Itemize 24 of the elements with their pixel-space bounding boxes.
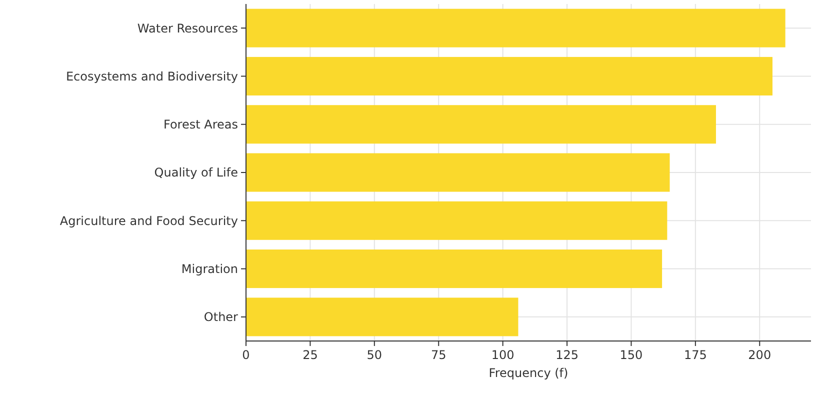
x-tick-label: 100 <box>491 348 514 362</box>
x-tick-label: 200 <box>748 348 772 362</box>
x-axis-title: Frequency (f) <box>488 366 568 380</box>
bar <box>246 201 668 240</box>
x-tick-label: 50 <box>366 348 382 362</box>
x-tick-label: 125 <box>556 348 578 362</box>
y-tick-label: Forest Areas <box>163 118 238 132</box>
y-tick-label: Water Resources <box>137 21 238 36</box>
y-tick-label: Agriculture and Food Security <box>60 214 238 228</box>
x-tick-label: 75 <box>430 348 446 362</box>
y-tick-label: Quality of Life <box>154 166 238 180</box>
x-tick-label: 25 <box>302 348 318 362</box>
bar <box>246 298 518 336</box>
y-tick-label: Ecosystems and Biodiversity <box>66 69 238 84</box>
y-tick-label: Migration <box>181 262 238 276</box>
x-tick-label: 175 <box>684 348 707 362</box>
y-tick-label: Other <box>204 310 238 324</box>
bar <box>246 153 670 192</box>
x-tick-label: 150 <box>620 348 643 362</box>
bar <box>246 105 716 144</box>
bar <box>246 56 772 96</box>
x-tick-label: 0 <box>242 348 250 362</box>
bar <box>246 250 662 288</box>
bar <box>246 8 786 48</box>
